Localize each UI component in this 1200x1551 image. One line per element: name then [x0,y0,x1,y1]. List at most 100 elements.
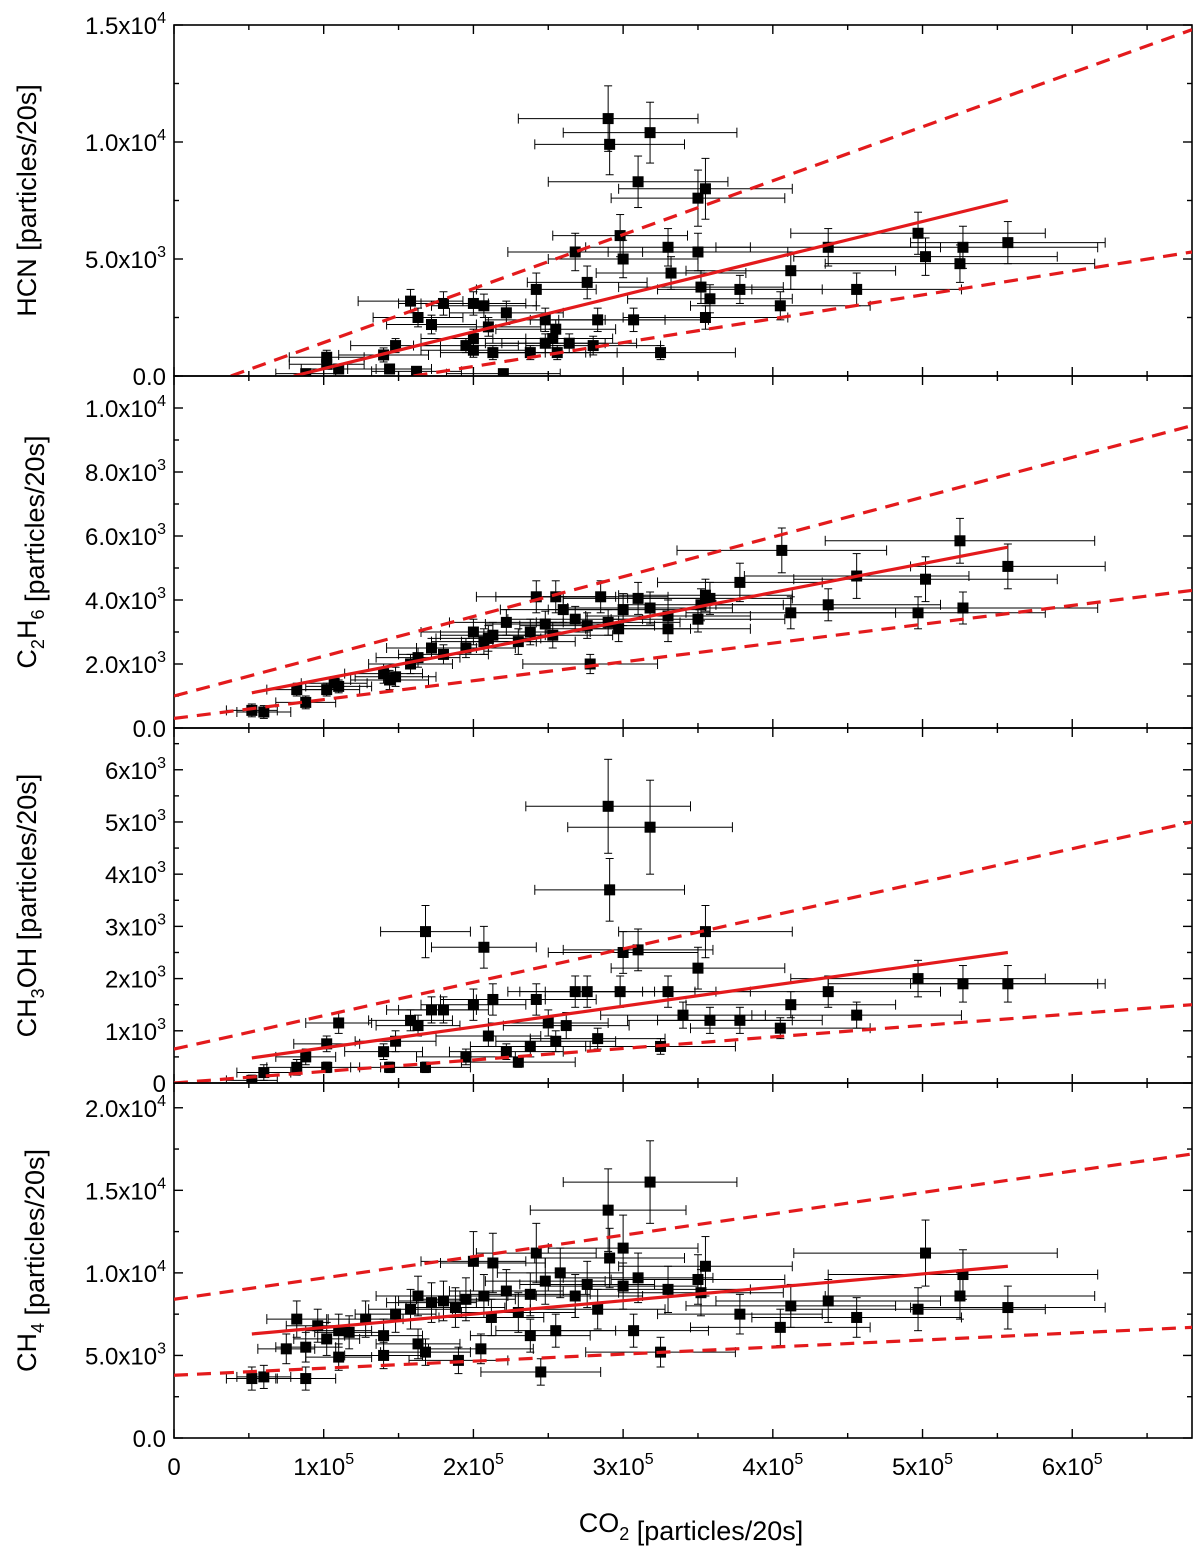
data-point [478,941,490,953]
data-point [420,926,432,938]
data-point [487,347,499,359]
panel-c2h6: 0.0 2.0x103 4.0x103 6.0x103 8.0x103 1.0x104 C2… [12,375,1193,743]
data-point [554,1267,566,1279]
data-point [378,668,390,680]
data-point [912,973,924,985]
x-tick-label: 6x105 [1042,1451,1103,1481]
data-point [378,1349,390,1361]
data-point [957,241,969,253]
y-axis-label: HCN [particles/20s] [12,84,42,317]
data-point [954,258,966,270]
y-tick-label: 1.0x104 [85,127,166,157]
data-point [644,127,656,139]
data-point [954,1290,966,1302]
panel-ch4: 0.0 5.0x103 1.0x104 1.5x104 2.0x104 CH4 [part… [12,1082,1193,1546]
data-point [547,333,559,345]
data-point [785,265,797,277]
lower-bound-line [413,250,1192,376]
data-point [704,1014,716,1026]
data-point [500,1046,512,1058]
y-tick-label: 5x103 [105,807,166,837]
data-point [530,283,542,295]
x-tick-label: 2x105 [443,1451,504,1481]
data-point [602,1204,614,1216]
x-axis-label: CO2 [particles/20s] [579,1508,804,1546]
data-point [497,368,509,376]
upper-bound-line [230,28,1192,376]
data-point [704,293,716,305]
data-point [333,363,345,375]
data-point [300,1373,312,1385]
data-point [699,1260,711,1272]
data-point [557,604,569,616]
data-point [644,602,656,614]
x-tick-label: 5x105 [892,1451,953,1481]
data-point [246,704,258,716]
data-point [560,1020,572,1032]
data-point [539,1275,551,1287]
data-point [425,319,437,331]
data-point [500,307,512,319]
y-tick-label: 1.0x104 [85,1258,166,1288]
data-point [460,1051,472,1063]
data-point [695,281,707,293]
data-point [500,1285,512,1297]
lower-bound-line [174,1325,1192,1377]
data-point [569,246,581,258]
data-point [437,297,449,309]
y-tick-label: 0.0 [133,1426,166,1453]
data-area [174,758,1192,1083]
data-point [617,946,629,958]
data-point [677,1009,689,1021]
data-point [300,696,312,708]
data-point [482,632,494,644]
data-point [584,658,596,670]
panel-frame [173,727,1193,1084]
data-area [174,424,1192,720]
data-point [360,1313,372,1325]
data-point [851,1311,863,1323]
data-point [662,623,674,635]
data-point [699,183,711,195]
data-point [665,267,677,279]
y-tick-label: 8.0x103 [85,457,166,487]
data-point [920,251,932,263]
y-tick-label: 1.5x104 [85,10,166,40]
data-point [291,684,303,696]
data-point [692,192,704,204]
x-tick-label: 0 [167,1454,180,1481]
data-point [614,230,626,242]
x-tick-label: 4x105 [742,1451,803,1481]
data-point [258,706,270,718]
data-point [604,1252,616,1264]
x-tick-label: 3x105 [593,1451,654,1481]
data-point [592,1303,604,1315]
lower-bound-line [174,588,1192,720]
data-point [512,1307,524,1319]
upper-bound-line [174,424,1192,698]
data-point [604,138,616,150]
data-point [512,1056,524,1068]
data-point [632,592,644,604]
data-point [1002,560,1014,572]
data-point [617,253,629,265]
data-point [617,1280,629,1292]
data-point [851,1009,863,1021]
y-tick-label: 1x103 [105,1016,166,1046]
data-point [485,1311,497,1323]
data-point [1002,237,1014,249]
y-tick-label: 1.5x104 [85,1175,166,1205]
data-point [1002,978,1014,990]
data-point [321,351,333,363]
data-area [174,1140,1192,1391]
data-point [628,1325,640,1337]
data-point [550,1325,562,1337]
data-point [920,573,932,585]
data-point [692,962,704,974]
data-point [467,333,479,345]
data-point [258,1371,270,1383]
panel-frame [173,24,1193,377]
fit-line [251,1264,1009,1336]
data-point [581,620,593,632]
